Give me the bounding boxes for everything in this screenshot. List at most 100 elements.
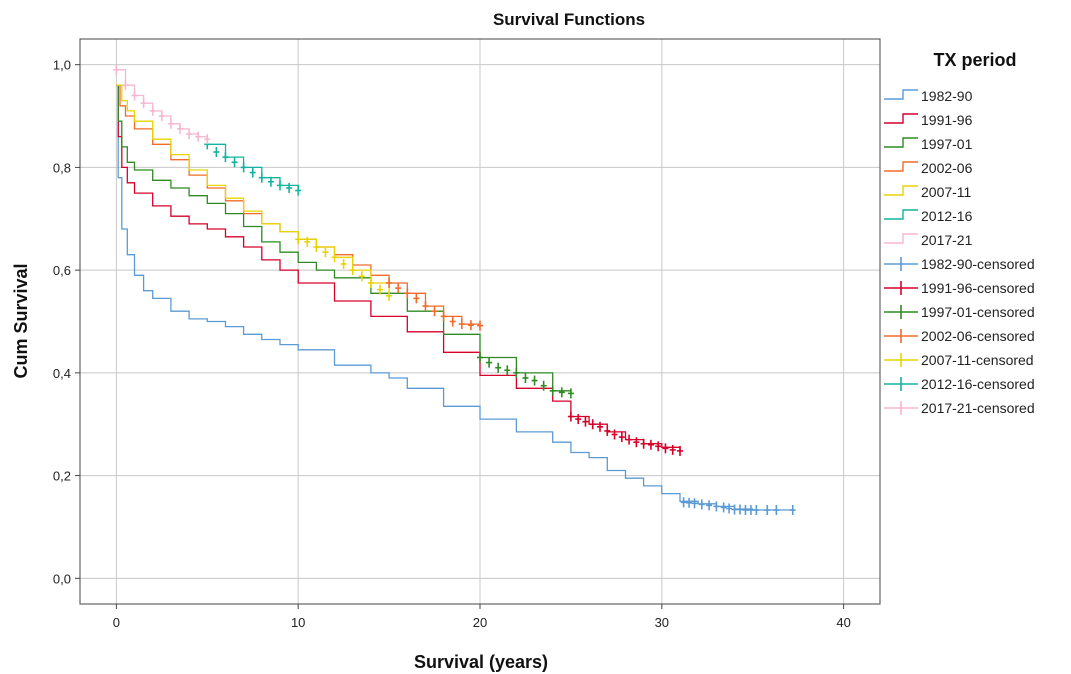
- legend-step-swatch: [884, 89, 918, 100]
- censor-mark-2002-06: [404, 288, 411, 299]
- censor-mark-2017-21: [195, 131, 202, 142]
- y-tick-label: 0,2: [53, 469, 71, 484]
- censor-mark-2007-11: [313, 242, 320, 253]
- censor-mark-2012-16: [258, 172, 265, 183]
- legend-item: 2012-16: [884, 208, 973, 224]
- censor-mark-2007-11: [331, 252, 338, 263]
- x-tick-label: 10: [291, 615, 305, 630]
- censor-mark-1997-01: [540, 380, 547, 391]
- legend-label: 2007-11-censored: [921, 352, 1034, 368]
- censor-mark-2017-21: [131, 90, 138, 101]
- censor-mark-1982-90: [706, 500, 713, 511]
- censor-mark-2007-11: [322, 247, 329, 258]
- censor-mark-1991-96: [647, 439, 654, 450]
- x-tick-label: 0: [113, 615, 120, 630]
- censor-mark-1991-96: [677, 445, 683, 456]
- censor-mark-1982-90: [773, 505, 780, 516]
- censor-mark-2012-16: [222, 152, 229, 163]
- censor-mark-1991-96: [640, 438, 647, 449]
- censor-mark-2017-21: [158, 111, 165, 122]
- legend-step-swatch: [884, 209, 918, 220]
- legend-label: 2002-06-censored: [921, 328, 1035, 344]
- censor-mark-1997-01: [549, 385, 556, 396]
- censor-mark-2017-21: [113, 64, 120, 75]
- censor-mark-1982-90: [764, 505, 771, 516]
- legend-item: 2002-06-censored: [884, 328, 1035, 344]
- legend-step-swatch: [884, 161, 918, 172]
- series-line-1997-01: [116, 84, 572, 394]
- series-line-2007-11: [116, 84, 390, 296]
- censor-mark-1997-01: [513, 367, 520, 378]
- legend-label: 1997-01-censored: [921, 304, 1035, 320]
- censor-mark-1982-90: [720, 502, 727, 513]
- censor-mark-1982-90: [698, 499, 705, 510]
- censor-mark-1991-96: [575, 414, 582, 425]
- censor-mark-2012-16: [231, 157, 238, 168]
- censor-mark-1982-90: [713, 501, 720, 512]
- censor-mark-1991-96: [567, 411, 574, 422]
- legend-title: TX period: [933, 50, 1016, 70]
- censor-mark-1982-90: [753, 505, 760, 516]
- censor-mark-1982-90: [680, 497, 687, 508]
- legend-item: 1997-01: [884, 136, 973, 152]
- censor-mark-1991-96: [604, 425, 611, 436]
- legend-label: 2017-21-censored: [921, 400, 1035, 416]
- legend-label: 1997-01: [921, 136, 973, 152]
- censor-mark-2017-21: [177, 123, 183, 134]
- legend-label: 2002-06: [921, 160, 973, 176]
- legend-label: 2007-11: [921, 184, 972, 200]
- censor-mark-2002-06: [449, 316, 456, 327]
- series-line-1982-90: [116, 84, 793, 511]
- censor-mark-2007-11: [349, 265, 356, 276]
- censor-mark-2007-11: [377, 284, 383, 295]
- censor-mark-2012-16: [213, 147, 220, 157]
- y-tick-label: 0,6: [53, 263, 71, 278]
- legend-step-swatch: [884, 185, 918, 196]
- censor-mark-1991-96: [611, 429, 618, 440]
- legend-item: 1991-96: [884, 112, 973, 128]
- legend-label: 2012-16: [921, 208, 973, 224]
- censor-mark-2007-11: [295, 234, 302, 245]
- legend-label: 2017-21: [921, 232, 973, 248]
- censor-mark-2007-11: [358, 271, 365, 282]
- censor-mark-2017-21: [149, 105, 156, 116]
- grid: [80, 39, 880, 604]
- censor-mark-1997-01: [495, 362, 502, 373]
- censor-mark-1982-90: [691, 498, 698, 509]
- censor-mark-2017-21: [167, 118, 174, 129]
- censor-mark-1982-90: [742, 505, 749, 516]
- censor-mark-1991-96: [669, 444, 676, 455]
- censor-mark-2017-21: [186, 129, 193, 140]
- censor-mark-1982-90: [731, 504, 738, 515]
- legend-item: 1982-90-censored: [884, 256, 1035, 272]
- censor-mark-2002-06: [395, 283, 402, 294]
- legend: TX period 1982-90 1991-96 1997-01 2002-06 20…: [884, 50, 1035, 416]
- censor-mark-1991-96: [582, 416, 589, 427]
- censor-mark-1982-90: [737, 504, 743, 515]
- censor-mark-2007-11: [367, 277, 374, 288]
- censor-mark-2002-06: [458, 319, 465, 330]
- legend-item: 2007-11-censored: [884, 352, 1034, 368]
- censor-mark-1982-90: [789, 505, 796, 516]
- censor-mark-2012-16: [277, 180, 283, 191]
- censor-mark-1991-96: [618, 432, 625, 443]
- censor-mark-2017-21: [204, 134, 211, 145]
- legend-item: 2017-21-censored: [884, 400, 1035, 416]
- censor-mark-2012-16: [267, 176, 274, 187]
- censor-mark-2012-16: [295, 185, 302, 196]
- y-tick-label: 0,4: [53, 366, 71, 381]
- x-tick-label: 40: [836, 615, 850, 630]
- censor-mark-1982-90: [686, 497, 693, 508]
- censor-mark-1997-01: [486, 357, 493, 368]
- axis-ticks: 0 10 20 30 40 0,0 0,2 0,4 0,6 0,8 1,0: [53, 58, 851, 630]
- legend-label: 1982-90-censored: [921, 256, 1035, 272]
- censor-mark-1997-01: [558, 387, 565, 398]
- series-line-1991-96: [116, 84, 681, 451]
- censor-mark-2002-06: [422, 301, 429, 312]
- legend-label: 1982-90: [921, 88, 973, 104]
- legend-step-swatch: [884, 137, 918, 148]
- censor-mark-1997-01: [504, 365, 511, 376]
- censor-mark-1997-01: [567, 388, 574, 399]
- x-tick-label: 20: [473, 615, 487, 630]
